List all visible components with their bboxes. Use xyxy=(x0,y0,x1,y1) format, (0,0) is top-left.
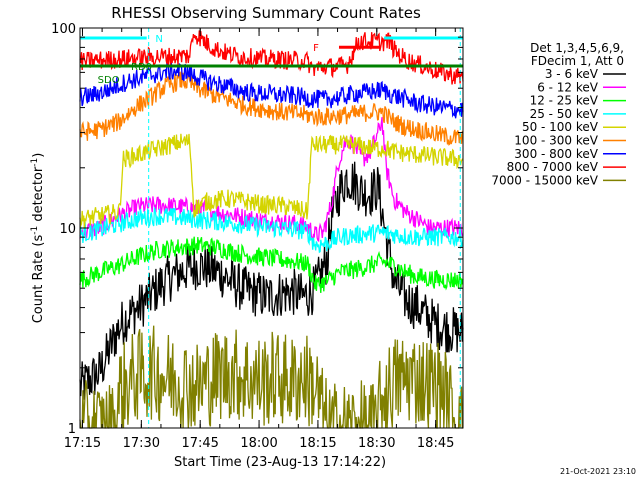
x-tick-label-2: 17:45 xyxy=(181,436,218,451)
flag-label-2: F xyxy=(313,43,319,54)
y-tick-label-0: 1 xyxy=(68,422,76,437)
legend-title-line2: FDecim 1, Att 0 xyxy=(531,54,624,68)
legend-label-2: 12 - 25 keV xyxy=(530,94,599,108)
series-line-6 xyxy=(79,61,464,119)
legend-title-line1: Det 1,3,4,5,6,9, xyxy=(530,41,624,55)
legend-label-5: 100 - 300 keV xyxy=(514,134,598,148)
legend-label-8: 7000 - 15000 keV xyxy=(491,173,598,187)
series-8 xyxy=(79,325,463,429)
series-5 xyxy=(79,71,464,146)
x-tick-label-3: 18:00 xyxy=(240,436,277,451)
legend-label-4: 50 - 100 keV xyxy=(522,120,599,134)
series-line-0 xyxy=(79,161,464,400)
series-line-8 xyxy=(79,325,463,429)
y-axis-label-mid: detector xyxy=(31,166,46,226)
series-line-7 xyxy=(79,30,464,85)
series-4 xyxy=(79,133,464,229)
y-tick-label-1: 10 xyxy=(59,222,76,237)
legend-label-6: 300 - 800 keV xyxy=(514,147,598,161)
flag-label-0: N xyxy=(155,34,162,45)
svg-text:Count Rate (s-1 detector-1): Count Rate (s-1 detector-1) xyxy=(30,153,46,324)
tick-layer: 17:15 17:30 17:45 18:00 18:15 18:30 18:45 1 10 10… xyxy=(51,22,463,451)
flag-label-3: RD0 xyxy=(131,62,152,73)
x-axis-label: Start Time (23-Aug-13 17:14:22) xyxy=(174,455,386,470)
legend-label-1: 6 - 12 keV xyxy=(537,80,599,94)
legend-label-0: 3 - 6 keV xyxy=(545,67,599,81)
series-line-2 xyxy=(79,236,464,293)
legend-label-3: 25 - 50 keV xyxy=(530,107,599,121)
series-layer xyxy=(79,30,464,429)
flag-label-4: SDO xyxy=(98,75,120,86)
series-0 xyxy=(79,161,464,400)
y-axis-label-end: ) xyxy=(31,153,46,158)
legend-label-7: 800 - 7000 keV xyxy=(507,160,599,174)
series-2 xyxy=(79,236,464,293)
x-tick-label-5: 18:30 xyxy=(358,436,395,451)
series-line-3 xyxy=(79,206,464,254)
series-line-4 xyxy=(79,133,464,229)
series-line-5 xyxy=(79,71,464,146)
y-axis-label-exp1: -1 xyxy=(30,226,40,235)
x-tick-label-4: 18:15 xyxy=(299,436,336,451)
x-tick-label-0: 17:15 xyxy=(64,436,101,451)
y-axis-label-exp2: -1 xyxy=(30,158,40,167)
x-tick-label-6: 18:45 xyxy=(417,436,454,451)
series-6 xyxy=(79,61,464,119)
footer-date: 21-Oct-2021 23:10 xyxy=(560,467,636,476)
series-3 xyxy=(79,206,464,254)
series-7 xyxy=(79,30,464,85)
flag-layer: N F RD0 SDO xyxy=(80,28,463,428)
x-tick-label-1: 17:30 xyxy=(123,436,160,451)
y-axis-label: Count Rate (s-1 detector-1) xyxy=(30,153,46,324)
chart-title: RHESSI Observing Summary Count Rates xyxy=(111,4,421,22)
y-tick-label-2: 100 xyxy=(51,22,76,37)
y-axis-label-main: Count Rate (s xyxy=(31,235,46,324)
